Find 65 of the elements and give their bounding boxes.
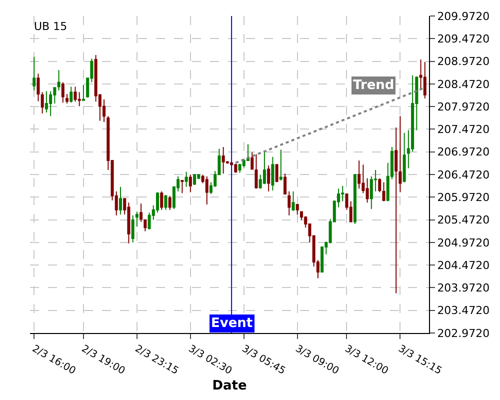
candlestick bbox=[288, 190, 291, 216]
y-tick-label: 209.4720 bbox=[437, 32, 490, 46]
y-tick-label: 203.4720 bbox=[437, 304, 490, 318]
y-tick-label: 207.4720 bbox=[437, 123, 490, 136]
x-axis-title: Date bbox=[212, 378, 247, 394]
y-tick-label: 204.9720 bbox=[437, 236, 490, 250]
candlestick bbox=[160, 190, 164, 210]
annotation: Event bbox=[211, 316, 253, 331]
candlestick bbox=[193, 174, 196, 186]
candlestick bbox=[378, 178, 382, 193]
candlestick bbox=[66, 93, 69, 104]
candlestick bbox=[180, 180, 184, 194]
candlestick bbox=[353, 174, 356, 224]
y-tick-label: 207.9720 bbox=[437, 100, 490, 114]
candlestick bbox=[205, 176, 208, 205]
candlestick bbox=[254, 154, 258, 190]
candlestick bbox=[250, 152, 254, 170]
candlestick bbox=[382, 182, 386, 202]
series-label: Trend bbox=[353, 78, 394, 93]
y-tick-label: 209.9720 bbox=[437, 10, 490, 23]
candlestick bbox=[296, 204, 299, 215]
y-tick-label: 206.9720 bbox=[437, 146, 490, 159]
candlestick bbox=[44, 90, 48, 114]
candlestick bbox=[284, 173, 287, 195]
candlestick bbox=[234, 163, 238, 174]
candlestick bbox=[140, 203, 143, 222]
candlestick bbox=[222, 146, 225, 174]
candlestick bbox=[32, 56, 36, 91]
candlestick bbox=[188, 174, 192, 193]
candlestick bbox=[36, 73, 40, 102]
candlestick bbox=[398, 116, 402, 193]
candlestick bbox=[82, 84, 85, 101]
candlestick bbox=[40, 92, 44, 114]
y-tick-label: 208.9720 bbox=[437, 55, 490, 68]
candlestick bbox=[394, 126, 398, 294]
candlestick bbox=[184, 171, 188, 188]
candlestick bbox=[164, 194, 168, 210]
candlestick bbox=[118, 186, 122, 215]
candlestick bbox=[74, 86, 77, 102]
candlestick bbox=[402, 132, 406, 183]
y-tick-label: 206.4720 bbox=[437, 168, 490, 182]
candlestick bbox=[61, 82, 64, 104]
candlestick bbox=[70, 86, 73, 104]
candlestick bbox=[275, 164, 278, 183]
candlestick bbox=[423, 61, 426, 100]
y-tick-label: 205.4720 bbox=[437, 214, 490, 227]
candlestick bbox=[144, 219, 147, 232]
candlestick bbox=[131, 214, 134, 244]
candlestick bbox=[49, 90, 52, 117]
candlestick bbox=[267, 165, 270, 192]
candlestick bbox=[358, 160, 361, 190]
candlestick bbox=[279, 149, 282, 181]
candlestick bbox=[127, 202, 130, 244]
candlestick bbox=[271, 156, 274, 191]
y-tick-label: 208.4720 bbox=[437, 78, 490, 91]
candlestick bbox=[262, 150, 266, 185]
candlestick bbox=[135, 211, 138, 228]
y-tick-label: 205.9720 bbox=[437, 190, 490, 204]
y-tick-label: 204.4720 bbox=[437, 258, 490, 272]
candlestick bbox=[168, 195, 172, 210]
y-tick-label: 203.9720 bbox=[437, 282, 490, 295]
candlestick bbox=[57, 69, 60, 91]
y-tick-label: 202.9720 bbox=[437, 326, 490, 340]
chart-title: UB 15 bbox=[34, 20, 68, 33]
candlestick bbox=[292, 190, 295, 212]
